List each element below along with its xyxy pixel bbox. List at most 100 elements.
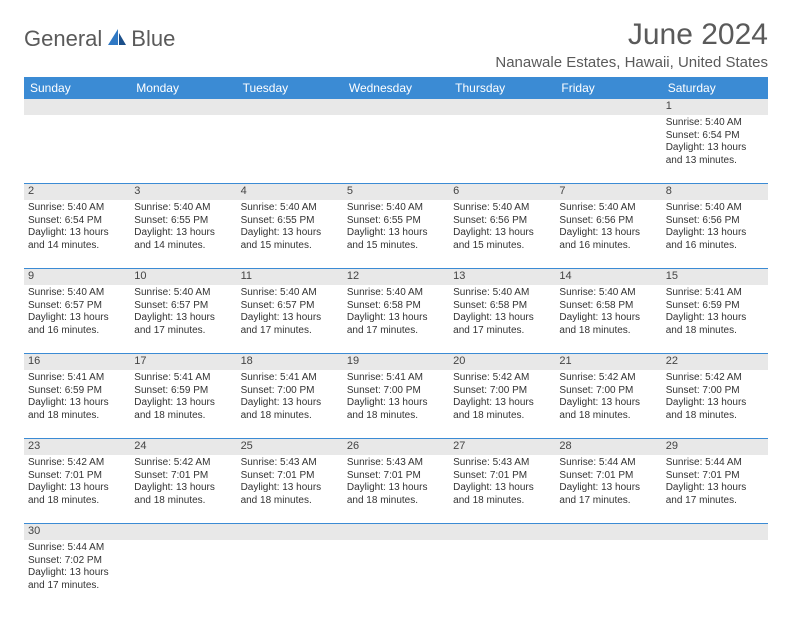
day-number: 26 [343,439,449,455]
day-detail-line: and 17 minutes. [453,325,551,338]
day-detail-line: Sunrise: 5:40 AM [666,202,764,215]
day-detail-line: Sunset: 6:56 PM [559,215,657,228]
day-number: 13 [449,269,555,285]
day-detail-line: Sunset: 6:57 PM [134,300,232,313]
day-detail-line: Sunrise: 5:42 AM [559,372,657,385]
day-detail-line: and 18 minutes. [559,325,657,338]
day-cell: Sunrise: 5:42 AMSunset: 7:01 PMDaylight:… [24,455,130,523]
day-detail-line: and 18 minutes. [134,495,232,508]
day-detail-line: Daylight: 13 hours [28,397,126,410]
day-detail-line: Sunrise: 5:40 AM [28,287,126,300]
day-detail-line: Daylight: 13 hours [453,482,551,495]
header: General Blue June 2024 Nanawale Estates,… [24,18,768,71]
day-number: 23 [24,439,130,455]
day-detail-line: and 14 minutes. [134,240,232,253]
day-detail-line: Daylight: 13 hours [134,397,232,410]
day-detail-line: Sunrise: 5:40 AM [347,287,445,300]
day-cell: Sunrise: 5:40 AMSunset: 6:55 PMDaylight:… [237,200,343,268]
day-detail-line: Sunrise: 5:40 AM [134,287,232,300]
day-detail-line: Sunrise: 5:40 AM [453,287,551,300]
day-number: 21 [555,354,661,370]
weekday-header: Monday [130,77,236,99]
logo: General Blue [24,18,175,52]
day-detail-line: Daylight: 13 hours [453,397,551,410]
day-detail-line: Daylight: 13 hours [347,312,445,325]
day-cell: Sunrise: 5:40 AMSunset: 6:56 PMDaylight:… [662,200,768,268]
day-number: 18 [237,354,343,370]
day-cell: Sunrise: 5:41 AMSunset: 7:00 PMDaylight:… [237,370,343,438]
day-detail-line: and 18 minutes. [347,410,445,423]
day-cell: Sunrise: 5:40 AMSunset: 6:58 PMDaylight:… [343,285,449,353]
day-detail-line: Sunrise: 5:42 AM [134,457,232,470]
day-detail-line: Daylight: 13 hours [666,397,764,410]
day-number: 20 [449,354,555,370]
day-cell: Sunrise: 5:42 AMSunset: 7:00 PMDaylight:… [555,370,661,438]
day-number-row: 1 [24,99,768,115]
day-detail-line: Sunset: 7:00 PM [666,385,764,398]
day-detail-line: Daylight: 13 hours [666,142,764,155]
day-detail-line: Sunrise: 5:40 AM [666,117,764,130]
day-detail-line: Daylight: 13 hours [241,227,339,240]
day-number-row: 30 [24,524,768,540]
day-number: 7 [555,184,661,200]
day-cell: Sunrise: 5:40 AMSunset: 6:57 PMDaylight:… [237,285,343,353]
day-detail-line: Sunrise: 5:42 AM [666,372,764,385]
day-detail-line: Daylight: 13 hours [28,227,126,240]
day-detail-line: and 18 minutes. [134,410,232,423]
title-block: June 2024 Nanawale Estates, Hawaii, Unit… [495,18,768,71]
day-detail-line: and 18 minutes. [453,495,551,508]
weekday-header: Wednesday [343,77,449,99]
day-cell [449,115,555,183]
day-detail-line: and 18 minutes. [666,325,764,338]
weeks-container: 1Sunrise: 5:40 AMSunset: 6:54 PMDaylight… [24,99,768,608]
day-cell [24,115,130,183]
day-number-row: 16171819202122 [24,354,768,370]
day-number: 22 [662,354,768,370]
calendar-grid: SundayMondayTuesdayWednesdayThursdayFrid… [24,77,768,608]
day-number: 28 [555,439,661,455]
day-number-row: 2345678 [24,184,768,200]
day-detail-line: Sunrise: 5:40 AM [134,202,232,215]
day-number: 3 [130,184,236,200]
day-number [449,524,555,540]
day-detail-line: Sunset: 6:56 PM [666,215,764,228]
day-detail-line: Sunrise: 5:40 AM [559,287,657,300]
day-detail-line: Daylight: 13 hours [347,482,445,495]
day-detail-line: Sunset: 6:54 PM [666,130,764,143]
day-detail-line: Sunset: 6:59 PM [666,300,764,313]
day-cell: Sunrise: 5:44 AMSunset: 7:02 PMDaylight:… [24,540,130,608]
day-detail-line: and 17 minutes. [666,495,764,508]
day-number: 1 [662,99,768,115]
day-detail-line: Sunset: 6:59 PM [28,385,126,398]
day-detail-line: Sunrise: 5:41 AM [28,372,126,385]
day-number [343,524,449,540]
day-cell: Sunrise: 5:40 AMSunset: 6:54 PMDaylight:… [662,115,768,183]
day-number: 19 [343,354,449,370]
week-row: Sunrise: 5:40 AMSunset: 6:54 PMDaylight:… [24,200,768,269]
day-detail-line: Daylight: 13 hours [666,482,764,495]
day-detail-line: Sunrise: 5:41 AM [134,372,232,385]
day-detail-line: Sunset: 7:01 PM [347,470,445,483]
month-title: June 2024 [495,18,768,52]
day-detail-line: Daylight: 13 hours [559,482,657,495]
day-detail-line: Sunset: 6:56 PM [453,215,551,228]
day-cell [130,115,236,183]
day-detail-line: Daylight: 13 hours [28,482,126,495]
day-number [343,99,449,115]
day-detail-line: and 15 minutes. [453,240,551,253]
day-detail-line: and 18 minutes. [241,410,339,423]
weekday-header-row: SundayMondayTuesdayWednesdayThursdayFrid… [24,77,768,99]
day-detail-line: Sunset: 7:00 PM [453,385,551,398]
day-cell: Sunrise: 5:43 AMSunset: 7:01 PMDaylight:… [449,455,555,523]
day-detail-line: Sunset: 6:58 PM [453,300,551,313]
day-cell: Sunrise: 5:40 AMSunset: 6:56 PMDaylight:… [555,200,661,268]
day-number-row: 23242526272829 [24,439,768,455]
day-number: 29 [662,439,768,455]
day-number [130,524,236,540]
day-detail-line: Sunset: 7:00 PM [241,385,339,398]
day-detail-line: and 13 minutes. [666,155,764,168]
day-number: 10 [130,269,236,285]
day-detail-line: Daylight: 13 hours [28,567,126,580]
day-detail-line: Sunrise: 5:42 AM [453,372,551,385]
day-detail-line: Sunset: 7:00 PM [559,385,657,398]
